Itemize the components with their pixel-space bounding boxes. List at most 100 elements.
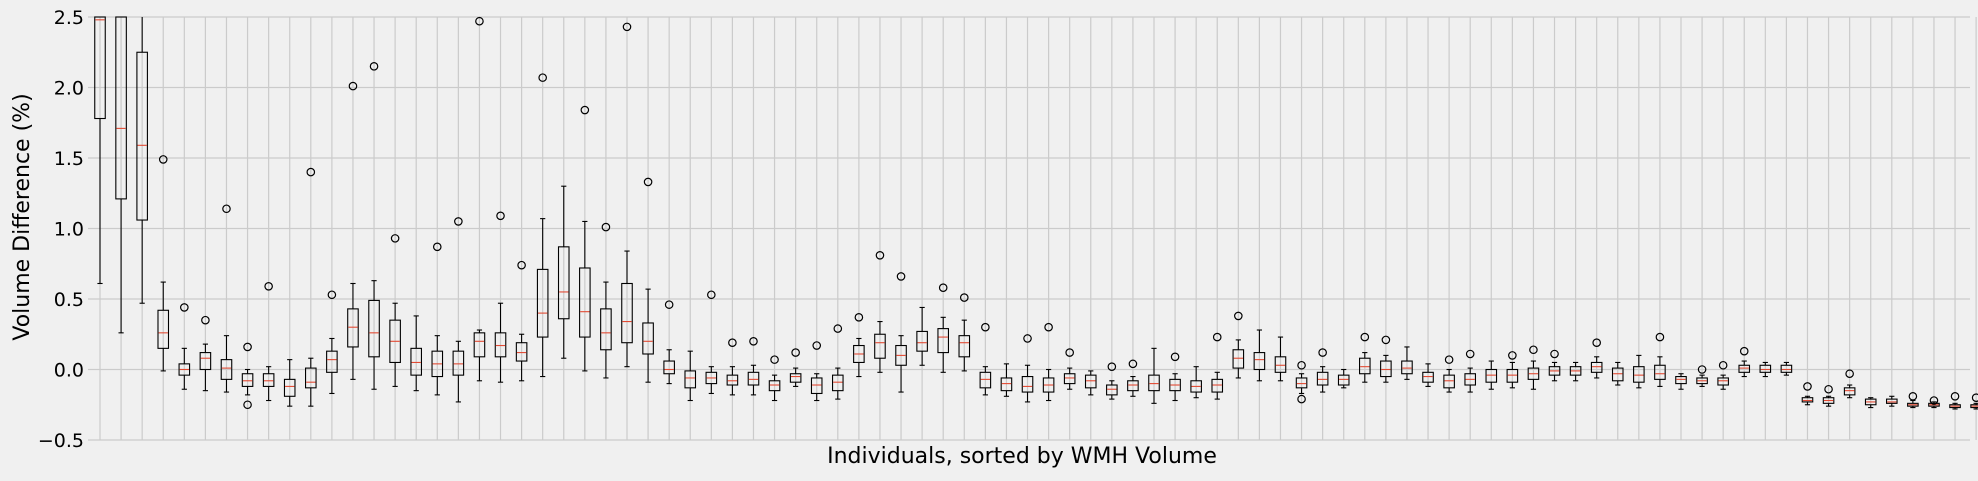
box-12 [326,290,338,395]
outlier-point [1170,352,1180,362]
iqr-box [831,374,844,392]
outlier-point [496,211,505,221]
box-74 [1633,354,1645,389]
iqr-box [94,16,106,120]
box-9 [262,282,275,402]
outlier-point [475,16,484,26]
iqr-box [579,267,591,338]
iqr-box [1717,377,1729,386]
outlier-point [1360,332,1370,342]
outlier-point [1065,348,1074,357]
outlier-point [728,338,737,348]
box-49 [1106,362,1118,400]
box-38 [874,250,886,373]
iqr-box [1949,404,1961,409]
iqr-box [1042,377,1055,393]
box-66 [1464,349,1476,393]
iqr-box [1148,374,1160,392]
iqr-box [1527,367,1540,380]
iqr-box [1928,402,1940,407]
iqr-box [115,16,127,200]
iqr-box [410,347,423,376]
box-54 [1211,332,1224,400]
box-42 [958,293,971,372]
outlier-point [1908,391,1918,401]
iqr-box [1864,398,1877,406]
iqr-box [1337,374,1350,386]
outlier-point [1107,362,1117,371]
outlier-point [432,242,442,252]
box-15 [389,234,401,387]
box-90 [1970,393,1978,410]
box-89 [1949,391,1961,410]
iqr-box [494,332,507,358]
y-tick-label: 0.0 [54,360,84,382]
iqr-box [178,363,191,376]
iqr-box [452,350,465,376]
iqr-box [1127,380,1139,392]
y-tick-label: 1.5 [54,148,84,170]
y-tick-label: −0.5 [38,430,84,452]
outlier-point [938,283,948,293]
outlier-point [1465,349,1475,359]
box-81 [1780,361,1793,376]
iqr-box [283,378,296,397]
outlier-point [1529,345,1538,355]
box-5 [178,303,191,390]
outlier-point [1655,332,1665,342]
y-tick-labels: −0.5 0.0 0.5 1.0 1.5 2.0 2.5 [38,7,84,452]
box-2 [115,16,127,334]
iqr-box [642,322,654,355]
iqr-box [1843,387,1856,396]
iqr-box [1548,366,1561,376]
iqr-box [1190,380,1202,393]
outlier-point [981,322,990,332]
iqr-box [304,367,317,389]
outlier-point [1824,384,1833,394]
box-78 [1717,360,1729,390]
iqr-box [1084,374,1097,389]
box-80 [1759,361,1772,378]
x-axis-label: Individuals, sorted by WMH Volume [827,444,1217,469]
iqr-box [705,371,718,385]
outlier-point [243,400,252,410]
box-57 [1274,336,1287,382]
outlier-point [201,315,210,325]
iqr-box [262,373,275,387]
box-28 [663,300,675,385]
outlier-point [896,272,906,281]
box-88 [1928,396,1940,409]
outlier-point [959,293,969,302]
iqr-box [1295,377,1308,389]
outlier-point [1718,360,1728,370]
box-17 [431,242,444,396]
outlier-point [1550,349,1559,359]
iqr-box [1464,373,1476,386]
iqr-box [368,299,380,358]
outlier-point [222,204,231,214]
iqr-box [895,344,907,366]
iqr-box [1443,374,1455,389]
box-62 [1380,335,1392,383]
iqr-box [536,268,549,338]
box-layer [94,16,1978,410]
box-85 [1864,397,1877,409]
box-72 [1590,338,1603,379]
box-16 [410,315,423,392]
iqr-box [1063,373,1076,385]
box-73 [1611,361,1624,386]
y-tick-label: 0.5 [54,289,84,311]
iqr-box [136,51,148,221]
box-1 [94,16,106,285]
box-51 [1148,347,1160,404]
box-63 [1401,346,1413,380]
iqr-box [1253,352,1266,371]
outlier-point [390,234,400,243]
outlier-point [1739,346,1749,356]
iqr-box [1211,378,1224,393]
box-75 [1654,332,1666,387]
iqr-box [1232,349,1245,369]
outlier-point [1128,359,1138,369]
outlier-point [791,348,800,357]
